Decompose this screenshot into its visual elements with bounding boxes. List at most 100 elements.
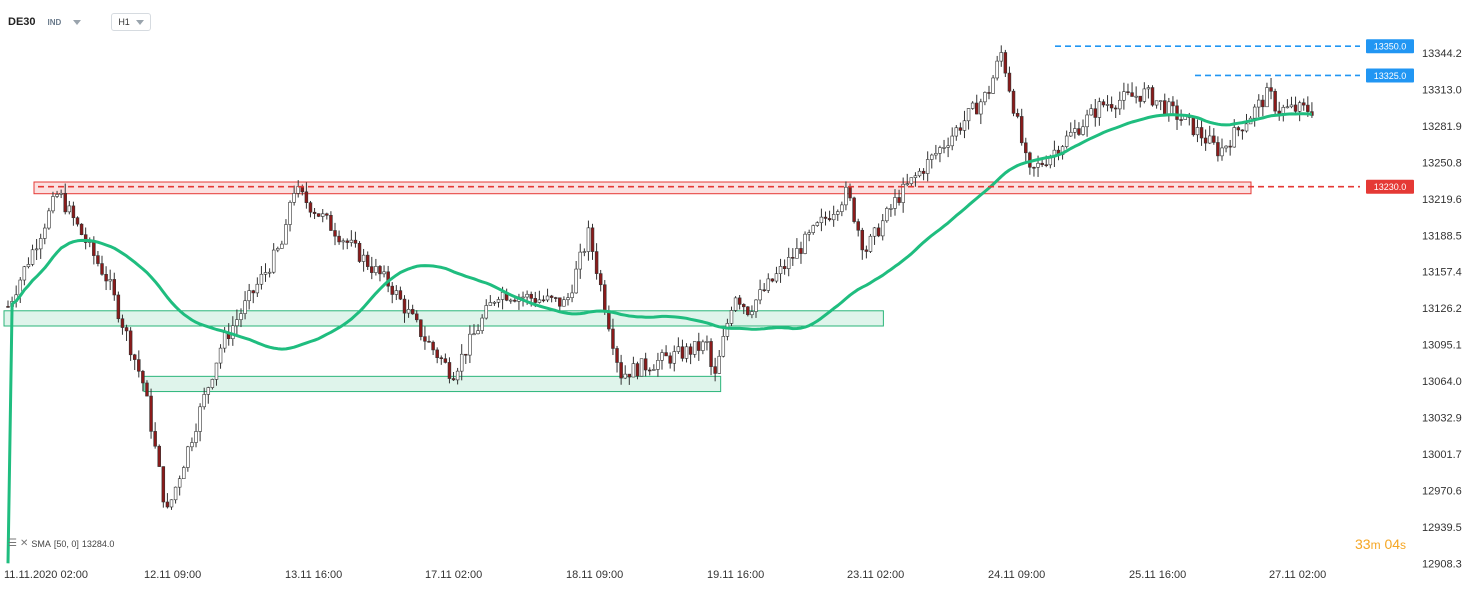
candle-body (308, 202, 313, 213)
timeframe-select[interactable]: H1 (111, 13, 151, 31)
candle (1109, 96, 1114, 112)
candle-body (1097, 101, 1102, 118)
candle (96, 250, 100, 267)
candle (684, 343, 689, 363)
candle (488, 295, 493, 306)
candle-body (218, 347, 223, 364)
candle (1240, 129, 1245, 140)
candle-body (889, 208, 893, 210)
candle-body (1273, 90, 1277, 112)
candle-body (917, 170, 922, 177)
price-level-label: 13230.0 (1374, 182, 1407, 192)
candle (202, 387, 206, 410)
candle (664, 345, 668, 357)
chevron-down-icon[interactable] (73, 19, 82, 25)
candle (235, 309, 239, 336)
candle (38, 233, 43, 259)
candle (1105, 95, 1110, 112)
candle-body (398, 290, 403, 300)
candle (823, 211, 828, 226)
candle (1167, 97, 1171, 122)
candle (398, 286, 403, 301)
candle (631, 356, 636, 378)
candle (55, 190, 59, 199)
y-tick-label: 13281.9 (1422, 121, 1462, 133)
candle-body (173, 486, 178, 501)
candle-body (30, 249, 35, 265)
candle (966, 108, 971, 130)
candle (259, 266, 264, 290)
candle (627, 373, 632, 385)
candle-body (786, 257, 791, 269)
candle (321, 208, 325, 223)
candle (484, 299, 488, 320)
candle-body (901, 183, 905, 203)
candle (1203, 129, 1208, 151)
candle (186, 445, 190, 472)
candle-body (271, 249, 276, 273)
candle-body (848, 186, 852, 199)
candle-body (100, 263, 104, 275)
candle (701, 339, 705, 355)
candle-body (934, 153, 938, 156)
candle-body (378, 266, 382, 275)
menu-icon[interactable]: ☰ (8, 538, 17, 549)
candle-body (631, 363, 636, 378)
candle-body (746, 306, 750, 316)
candle (153, 422, 157, 449)
candle-body (1212, 135, 1216, 143)
y-tick-label: 13219.6 (1422, 194, 1462, 206)
y-tick-label: 13313.0 (1422, 84, 1462, 96)
candle-body (672, 351, 676, 364)
candle (746, 306, 750, 317)
candle (721, 325, 726, 358)
candle-body (1036, 162, 1040, 168)
candle (316, 213, 321, 218)
candle (251, 289, 255, 304)
candle (729, 306, 734, 327)
candle (439, 355, 444, 365)
candle-body (476, 330, 480, 335)
candle-body (194, 431, 198, 443)
candle (1191, 117, 1196, 137)
candle (390, 282, 394, 304)
candle-body (1224, 145, 1228, 149)
candle (509, 298, 513, 304)
candle (1252, 104, 1257, 127)
candle (807, 229, 811, 242)
candle (852, 196, 856, 224)
candle (795, 238, 799, 259)
candle (1118, 91, 1122, 115)
candle-body (47, 210, 51, 229)
candle (1179, 109, 1183, 126)
candle-body (361, 254, 366, 262)
candle-body (1199, 127, 1204, 139)
candle-body (509, 299, 513, 302)
candle-body (815, 222, 820, 226)
candle (921, 168, 926, 181)
candle (263, 263, 268, 282)
candle-body (345, 240, 349, 243)
close-icon[interactable]: ✕ (19, 538, 29, 549)
candle (1163, 93, 1167, 117)
candle-body (280, 243, 284, 249)
candle-body (770, 278, 775, 282)
candle-body (59, 192, 63, 195)
candle (1015, 108, 1020, 119)
candle-body (574, 268, 578, 294)
candle (182, 465, 186, 479)
candle-body (292, 193, 296, 203)
candle-body (1126, 91, 1130, 93)
x-tick-label: 18.11 09:00 (566, 569, 623, 581)
candle (402, 295, 407, 323)
symbol-label[interactable]: DE30 (8, 16, 36, 28)
candle (100, 255, 104, 276)
candle-body (410, 309, 415, 315)
candle (1146, 85, 1151, 99)
candle-body (991, 77, 995, 94)
candle-body (705, 341, 709, 343)
candle-body (427, 340, 431, 343)
candle (1310, 102, 1314, 118)
candle (643, 352, 648, 377)
